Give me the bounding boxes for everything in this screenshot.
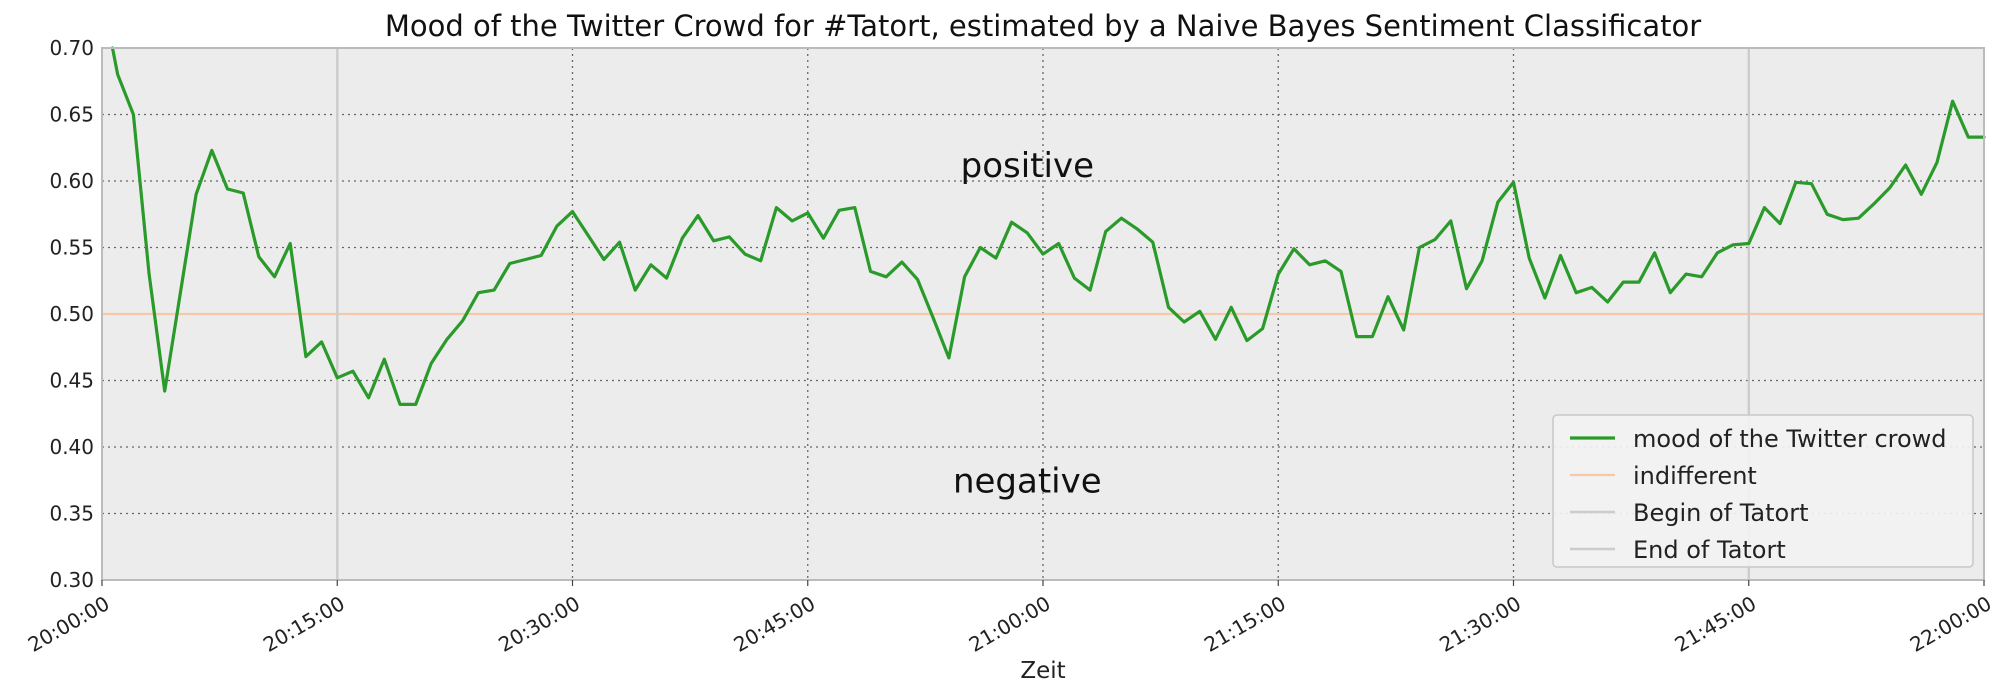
- x-tick-label: 20:30:00: [494, 591, 584, 657]
- y-tick-label: 0.50: [49, 302, 94, 326]
- x-tick-label: 21:00:00: [965, 591, 1055, 657]
- legend-label: indifferent: [1633, 462, 1757, 490]
- x-tick-label: 21:45:00: [1670, 591, 1760, 657]
- y-tick-label: 0.40: [49, 435, 94, 459]
- legend-label: mood of the Twitter crowd: [1633, 425, 1947, 453]
- y-tick-label: 0.65: [49, 103, 94, 127]
- y-axis: 0.30 0.35 0.40 0.45 0.50 0.55 0.60 0.65 0.70: [49, 36, 94, 592]
- annotation-positive: positive: [961, 146, 1094, 186]
- x-tick-label: 20:15:00: [259, 591, 349, 657]
- series-line-mood-of-the-twitter-crowd: [110, 46, 1986, 406]
- y-tick-label: 0.55: [49, 236, 94, 260]
- legend: mood of the Twitter crowd indifferent Begi…: [1552, 414, 1974, 568]
- x-tick-label: 21:15:00: [1200, 591, 1290, 657]
- y-tick-label: 0.60: [49, 169, 94, 193]
- y-tick-label: 0.70: [49, 36, 94, 60]
- y-tick-label: 0.45: [49, 369, 94, 393]
- annotation-negative: negative: [953, 461, 1102, 501]
- series-layer: [110, 46, 1986, 406]
- x-tick-label: 22:00:00: [1906, 591, 1996, 657]
- y-tick-label: 0.35: [49, 502, 94, 526]
- x-tick-label: 20:00:00: [24, 591, 114, 657]
- chart-title: Mood of the Twitter Crowd for #Tatort, e…: [385, 9, 1701, 43]
- legend-label: Begin of Tatort: [1633, 499, 1809, 527]
- x-tick-label: 20:45:00: [729, 591, 819, 657]
- x-axis-label: Zeit: [1020, 658, 1065, 684]
- legend-label: End of Tatort: [1633, 536, 1786, 564]
- y-tick-label: 0.30: [49, 568, 94, 592]
- x-axis: 20:00:00 20:15:00 20:30:00 20:45:00 21:00:00…: [24, 580, 1996, 657]
- legend-box: [1552, 414, 1974, 568]
- x-tick-label: 21:30:00: [1435, 591, 1525, 657]
